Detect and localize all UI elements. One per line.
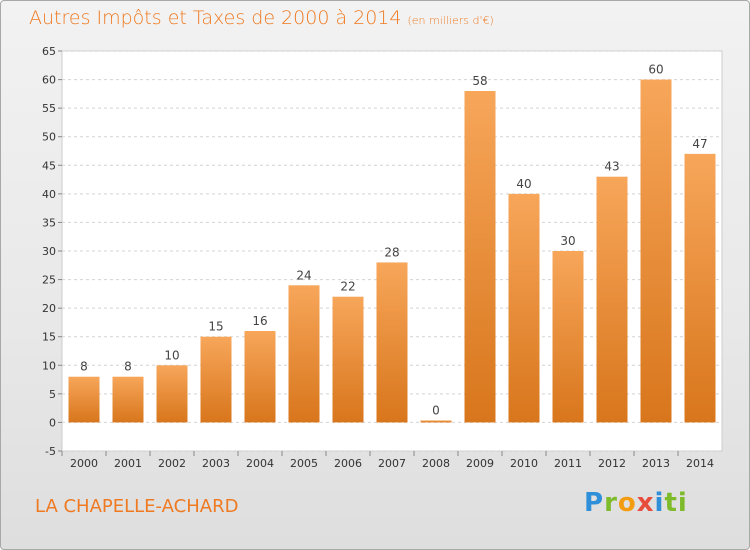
x-tick-label: 2006 <box>334 457 362 470</box>
data-label-2001: 8 <box>124 360 132 374</box>
x-tick-label: 2012 <box>598 457 626 470</box>
bar-2009 <box>464 91 496 423</box>
data-label-2011: 30 <box>560 234 575 248</box>
y-tick-label: 0 <box>49 416 56 429</box>
bars: 8 8 10 15 16 24 22 28 0 58 40 30 43 60 47 <box>68 63 716 423</box>
bar-2010 <box>508 193 540 423</box>
y-tick-label: 5 <box>49 388 56 401</box>
y-tick-label: -5 <box>45 445 56 458</box>
bar-2013 <box>640 79 672 423</box>
x-tick-label: 2014 <box>686 457 714 470</box>
y-tick-label: 25 <box>42 274 56 287</box>
y-tick-label: 65 <box>42 45 56 58</box>
data-label-2014: 47 <box>692 137 707 151</box>
bar-2000 <box>68 376 100 423</box>
x-tick-label: 2001 <box>114 457 142 470</box>
x-tick-label: 2005 <box>290 457 318 470</box>
data-label-2013: 60 <box>648 63 663 77</box>
data-label-2004: 16 <box>252 314 267 328</box>
chart-title: Autres Impôts et Taxes de 2000 à 2014 (en… <box>29 7 494 29</box>
bar-2011 <box>552 251 584 423</box>
data-label-2000: 8 <box>80 360 88 374</box>
bar-2003 <box>200 336 232 423</box>
y-tick-label: 55 <box>42 102 56 115</box>
proxiti-logo: Proxiti <box>584 488 688 518</box>
bar-2004 <box>244 331 276 423</box>
data-label-2012: 43 <box>604 160 619 174</box>
bar-2007 <box>376 262 408 423</box>
y-tick-label: 30 <box>42 245 56 258</box>
bar-2005 <box>288 285 320 423</box>
data-label-2008: 0 <box>432 403 440 417</box>
place-name: LA CHAPELLE-ACHARD <box>35 496 239 517</box>
y-tick-label: 15 <box>42 331 56 344</box>
x-tick-label: 2008 <box>422 457 450 470</box>
data-label-2009: 58 <box>472 74 487 88</box>
bar-2008 <box>420 420 452 423</box>
x-tick-label: 2002 <box>158 457 186 470</box>
x-tick-label: 2004 <box>246 457 274 470</box>
bar-2014 <box>684 153 716 423</box>
x-tick-label: 2011 <box>554 457 582 470</box>
x-axis-ticks: 2000 2001 2002 2003 2004 2005 2006 2007 2008 2009… <box>61 451 714 470</box>
title-unit: (en milliers d'€) <box>407 14 494 27</box>
y-tick-label: 40 <box>42 188 56 201</box>
y-tick-label: 50 <box>42 131 56 144</box>
title-text: Autres Impôts et Taxes de 2000 à 2014 <box>29 7 402 29</box>
data-label-2002: 10 <box>164 348 179 362</box>
bar-2006 <box>332 296 364 423</box>
y-tick-label: 60 <box>42 74 56 87</box>
x-tick-label: 2010 <box>510 457 538 470</box>
data-label-2007: 28 <box>384 245 399 259</box>
y-tick-label: 35 <box>42 216 56 229</box>
x-tick-label: 2007 <box>378 457 406 470</box>
data-label-2006: 22 <box>340 280 355 294</box>
x-tick-label: 2000 <box>70 457 98 470</box>
y-tick-label: 45 <box>42 159 56 172</box>
data-label-2005: 24 <box>296 268 311 282</box>
data-label-2003: 15 <box>208 320 223 334</box>
x-tick-label: 2003 <box>202 457 230 470</box>
y-tick-label: 10 <box>42 359 56 372</box>
bar-2002 <box>156 365 188 423</box>
x-tick-label: 2013 <box>642 457 670 470</box>
y-axis-ticks: -5 0 5 10 15 20 25 30 35 40 45 50 55 60 65 <box>42 45 62 458</box>
bar-2012 <box>596 176 628 423</box>
x-tick-label: 2009 <box>466 457 494 470</box>
data-label-2010: 40 <box>516 177 531 191</box>
y-tick-label: 20 <box>42 302 56 315</box>
bar-2001 <box>112 376 144 423</box>
